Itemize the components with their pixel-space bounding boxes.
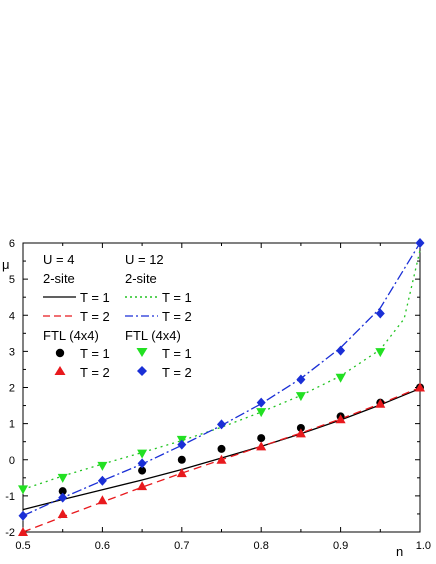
legend-u12-ftl-heading: FTL (4x4) (125, 328, 181, 343)
data-point-series-3 (336, 345, 346, 356)
legend-u12-ftl-t2-label: T = 2 (162, 365, 192, 380)
legend-u4-t1-label: T = 1 (80, 290, 110, 305)
data-point-series-0 (296, 423, 305, 432)
legend-u4-ftl-t1-label: T = 1 (80, 346, 110, 361)
legend-u4-heading: U = 4 (43, 252, 74, 267)
legend-u12-heading: U = 12 (125, 252, 164, 267)
legend-u12-subheading: 2-site (125, 271, 157, 286)
y-tick-label: 2 (9, 383, 15, 395)
data-point-series-2 (295, 392, 306, 402)
y-tick-label: -1 (5, 491, 15, 503)
data-point-series-2 (57, 473, 68, 483)
legend-u12-ftl-t1-label: T = 1 (162, 346, 192, 361)
data-point-series-3 (58, 492, 68, 503)
y-tick-label: 3 (9, 346, 15, 358)
legend-u4-t1-circle-marker (55, 348, 65, 358)
x-tick-label: 0.8 (254, 540, 269, 552)
x-tick-label: 0.5 (15, 540, 30, 552)
data-point-series-3 (217, 419, 226, 430)
data-point-series-2 (335, 373, 346, 383)
data-point-series-1 (415, 382, 425, 392)
data-point-series-1 (97, 495, 108, 505)
points (18, 238, 425, 536)
legend-u12-t2-label: T = 2 (162, 309, 192, 324)
data-point-series-2 (137, 449, 148, 459)
data-point-series-1 (176, 468, 187, 478)
y-tick-label: -2 (5, 527, 15, 539)
ticks: 0.5 0.6 0.7 0.8 0.9 1.0 -2 -1 0 1 2 3 4 5 6 (5, 238, 431, 552)
x-tick-label: 0.7 (174, 540, 189, 552)
legend-u4-t2-triangle-marker (54, 366, 66, 375)
data-point-series-3 (97, 475, 107, 486)
curves (22, 242, 421, 533)
data-point-series-2 (375, 348, 386, 358)
y-tick-label: 0 (9, 455, 15, 467)
legend-u12-t1-triangle-down-marker (136, 348, 148, 357)
data-point-series-1 (375, 398, 386, 408)
data-point-series-2 (97, 461, 108, 471)
data-point-series-0 (138, 466, 147, 475)
data-point-series-0 (177, 455, 186, 464)
data-point-series-0 (257, 434, 266, 443)
data-point-series-0 (58, 487, 67, 496)
data-point-series-2 (256, 408, 267, 418)
data-point-series-1 (216, 454, 227, 464)
data-point-series-3 (375, 308, 385, 319)
x-axis-label: n (396, 544, 403, 559)
legend-u4-subheading: 2-site (43, 271, 75, 286)
y-axis-label: μ (2, 257, 10, 272)
x-tick-label: 0.9 (333, 540, 348, 552)
x-tick-label: 0.6 (95, 540, 110, 552)
x-tick-label: 1.0 (416, 540, 431, 552)
data-point-series-3 (415, 238, 425, 248)
legend-u12-t1-label: T = 1 (162, 290, 192, 305)
data-point-series-1 (57, 508, 68, 518)
data-point-series-3 (256, 397, 266, 408)
data-point-series-0 (217, 444, 226, 453)
legend-u4-ftl-heading: FTL (4x4) (43, 328, 99, 343)
data-point-series-1 (256, 441, 267, 451)
legend: U = 4 2-site U = 12 2-site T = 1 T = 2 T… (43, 252, 192, 380)
data-point-series-1 (295, 428, 306, 438)
data-point-series-3 (296, 374, 306, 385)
data-point-series-1 (335, 414, 346, 424)
y-tick-label: 6 (9, 238, 15, 250)
y-tick-label: 4 (9, 310, 15, 322)
legend-u12-t2-diamond-marker (137, 366, 147, 376)
series-line-2 (22, 250, 421, 490)
legend-u4-t2-label: T = 2 (80, 309, 110, 324)
data-point-series-2 (18, 485, 28, 495)
y-tick-label: 5 (9, 274, 15, 286)
data-point-series-1 (137, 481, 148, 491)
data-point-series-3 (137, 458, 147, 469)
data-point-series-3 (177, 439, 187, 450)
legend-u4-ftl-t2-label: T = 2 (80, 365, 110, 380)
data-point-series-3 (18, 510, 28, 521)
data-point-series-1 (18, 527, 28, 536)
plot-frame (22, 242, 421, 533)
y-tick-label: 1 (9, 419, 15, 431)
